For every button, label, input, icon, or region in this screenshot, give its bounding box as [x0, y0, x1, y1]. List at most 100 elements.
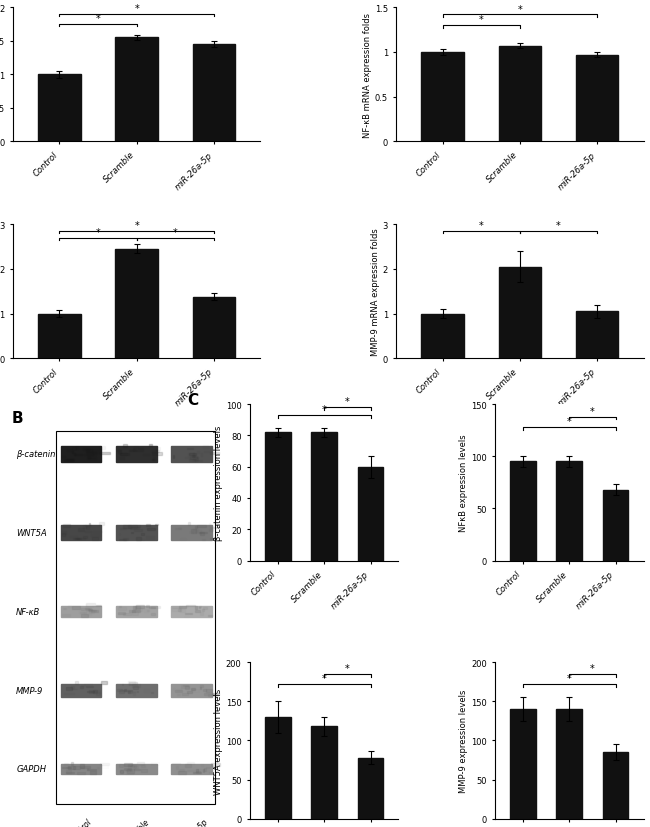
Bar [192, 45, 235, 142]
Bar [576, 55, 618, 142]
Bar [81, 614, 88, 617]
Bar [100, 763, 109, 766]
Bar [178, 609, 181, 611]
Bar [209, 523, 210, 527]
Text: *: * [345, 663, 350, 673]
Bar [133, 448, 136, 452]
Bar [149, 607, 155, 608]
Bar [92, 691, 97, 694]
Bar [89, 609, 96, 611]
Bar [116, 684, 157, 697]
Bar [198, 769, 203, 771]
Bar [84, 608, 92, 609]
Bar [88, 691, 94, 693]
Bar [576, 312, 618, 359]
Bar [192, 456, 195, 457]
Bar [72, 606, 79, 609]
Text: *: * [135, 4, 139, 14]
Y-axis label: WNT5A expression levels: WNT5A expression levels [214, 687, 223, 794]
Bar [100, 447, 105, 450]
Bar [510, 710, 536, 819]
Bar [188, 522, 190, 525]
Bar [86, 604, 95, 606]
Bar [204, 768, 206, 771]
Text: β-catenin: β-catenin [16, 450, 55, 459]
Bar [130, 765, 135, 767]
Bar [209, 772, 211, 773]
Bar [143, 454, 149, 456]
Text: *: * [322, 673, 326, 684]
Bar [62, 532, 66, 534]
Bar [128, 526, 136, 528]
Bar [75, 454, 83, 456]
Bar [192, 453, 194, 457]
Bar [191, 530, 196, 533]
Bar [172, 684, 212, 697]
Bar [129, 451, 137, 452]
Bar [126, 769, 130, 772]
Bar [205, 693, 213, 696]
Bar [203, 689, 206, 691]
Bar [199, 532, 207, 533]
Bar [63, 608, 66, 609]
Y-axis label: β-catenin expression levels: β-catenin expression levels [214, 425, 223, 540]
Text: B: B [12, 411, 23, 426]
Bar [129, 611, 135, 612]
Bar [101, 766, 109, 768]
Bar [123, 526, 131, 528]
Bar [132, 610, 140, 613]
Bar [68, 767, 75, 770]
Bar [603, 490, 629, 561]
Bar [127, 769, 134, 772]
Bar [147, 528, 155, 531]
Bar [181, 605, 188, 608]
Bar [138, 448, 143, 452]
Bar [90, 772, 96, 774]
Bar [62, 614, 70, 616]
Bar [67, 767, 70, 768]
Bar [135, 447, 138, 448]
Text: *: * [322, 404, 326, 414]
Bar [127, 766, 136, 768]
Bar [146, 605, 149, 608]
Bar [119, 533, 120, 535]
Bar [72, 689, 77, 690]
Bar [181, 538, 186, 540]
Bar [129, 682, 137, 685]
Bar [79, 611, 83, 613]
Bar [129, 528, 139, 529]
Bar [84, 613, 90, 615]
Bar [64, 459, 73, 461]
Bar [175, 528, 181, 529]
Bar [73, 538, 81, 539]
Bar [421, 314, 464, 359]
Bar [153, 457, 155, 460]
Bar [81, 685, 85, 686]
Bar [186, 605, 195, 606]
Bar [118, 613, 125, 614]
Bar [192, 297, 235, 359]
Bar [55, 432, 215, 804]
Bar [83, 449, 89, 451]
Bar [190, 457, 197, 459]
Bar [64, 762, 68, 765]
Bar [71, 686, 73, 688]
Bar [124, 763, 131, 766]
Bar [133, 606, 136, 609]
Bar [99, 523, 104, 525]
Bar [177, 527, 181, 529]
Bar [211, 763, 220, 766]
Bar [87, 691, 94, 692]
Bar [134, 769, 140, 770]
Bar [86, 768, 88, 771]
Bar [136, 538, 141, 541]
Bar [61, 684, 101, 697]
Bar [91, 691, 97, 692]
Bar [81, 766, 90, 767]
Bar [66, 770, 72, 772]
Bar [66, 767, 70, 769]
Bar [120, 769, 125, 772]
Text: *: * [567, 673, 571, 684]
Bar [209, 529, 213, 531]
Bar [187, 691, 192, 693]
